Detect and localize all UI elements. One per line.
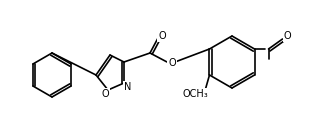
Text: O: O (284, 31, 291, 41)
Text: OCH₃: OCH₃ (182, 89, 208, 99)
Text: O: O (158, 31, 166, 41)
Text: O: O (101, 89, 109, 99)
Text: O: O (168, 58, 176, 68)
Text: N: N (124, 82, 132, 92)
